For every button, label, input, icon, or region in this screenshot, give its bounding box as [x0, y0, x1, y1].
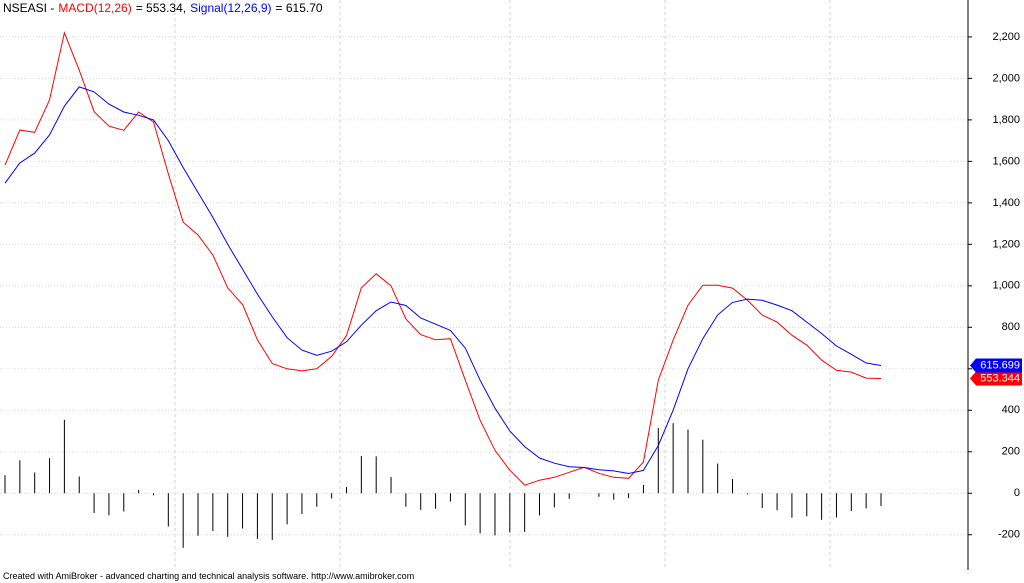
vertical-grid: [174, 0, 831, 570]
y-tick-label: 800: [1002, 321, 1020, 333]
y-tick-label: 0: [1014, 487, 1020, 499]
last-value-label: 553.344: [980, 372, 1020, 384]
legend-entry: MACD(12,26): [58, 1, 132, 15]
y-tick-label: -200: [998, 529, 1020, 541]
y-tick-label: 200: [1002, 446, 1020, 458]
y-tick-label: 1,800: [992, 114, 1020, 126]
series-line: [4, 86, 882, 475]
y-tick-label: 1,600: [992, 155, 1020, 167]
y-tick-label: 1,200: [992, 238, 1020, 250]
legend-value: = 553.34,: [135, 1, 187, 15]
last-value-label: 615.699: [980, 359, 1020, 371]
y-tick-label: 1,400: [992, 197, 1020, 209]
footer: Created with AmiBroker - advanced charti…: [3, 571, 415, 581]
y-tick-label: 2,200: [992, 31, 1020, 43]
y-tick-label: 1,000: [992, 280, 1020, 292]
last-value-tag: [970, 371, 1022, 386]
last-value-tag: [970, 358, 1022, 373]
series-line: [4, 31, 882, 486]
legend-value: = 615.70: [275, 1, 323, 15]
chart-title: NSEASI -: [3, 1, 55, 15]
y-tick-label: 400: [1002, 404, 1020, 416]
header: NSEASI - MACD(12,26) = 553.34, Signal(12,26…: [3, 1, 327, 15]
y-tick-label: 2,000: [992, 72, 1020, 84]
legend-entry: Signal(12,26,9): [190, 1, 272, 15]
